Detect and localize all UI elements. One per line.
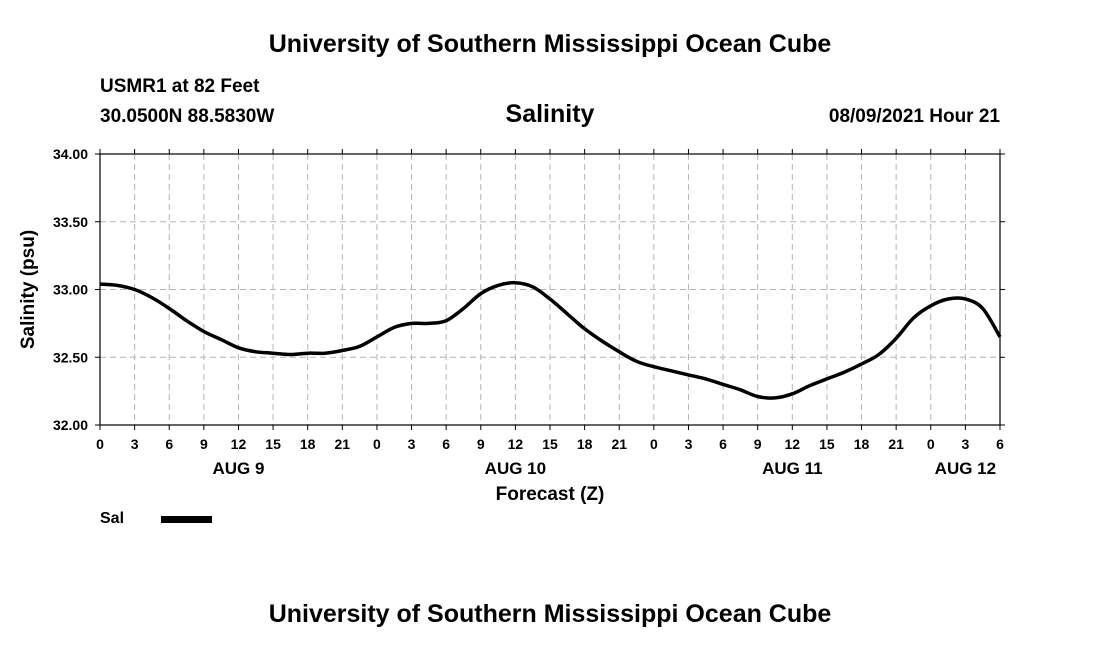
chart-grid <box>100 154 1000 425</box>
chart-series <box>99 280 1002 400</box>
x-tick-label: 21 <box>335 436 351 452</box>
x-tick-label: 18 <box>854 436 870 452</box>
x-tick-label: 12 <box>508 436 524 452</box>
x-tick-label: 6 <box>442 436 450 452</box>
x-tick-label: 9 <box>477 436 485 452</box>
chart-header-title: University of Southern Mississippi Ocean… <box>268 30 832 58</box>
series-line-salinity <box>99 280 1002 400</box>
chart-footer-title: University of Southern Mississippi Ocean… <box>268 600 832 628</box>
forecast-timestamp: 08/09/2021 Hour 21 <box>828 106 1000 127</box>
x-tick-label: 3 <box>961 436 969 452</box>
station-coordinates: 30.0500N 88.5830W <box>100 106 275 127</box>
x-tick-label: 0 <box>373 436 381 452</box>
x-tick-label: 3 <box>131 436 139 452</box>
station-label: USMR1 at 82 Feet <box>100 76 260 97</box>
date-label: AUG 12 <box>935 459 996 478</box>
x-tick-label: 15 <box>819 436 835 452</box>
x-tick-label: 0 <box>927 436 935 452</box>
x-tick-label: 6 <box>165 436 173 452</box>
x-tick-label: 6 <box>719 436 727 452</box>
x-tick-label: 18 <box>577 436 593 452</box>
y-tick-label: 32.50 <box>53 349 88 365</box>
y-tick-label: 33.00 <box>53 282 88 298</box>
plot-frame <box>99 153 1001 426</box>
x-tick-label: 9 <box>754 436 762 452</box>
x-tick-label: 15 <box>542 436 558 452</box>
x-axis-label: Forecast (Z) <box>496 484 605 505</box>
date-label: AUG 9 <box>212 459 264 478</box>
date-label: AUG 11 <box>762 459 822 478</box>
y-tick-label: 33.50 <box>53 214 88 230</box>
x-tick-label: 3 <box>408 436 416 452</box>
x-tick-label: 12 <box>785 436 801 452</box>
legend-label: Sal <box>100 510 125 527</box>
y-axis-label: Salinity (psu) <box>18 230 39 349</box>
x-tick-label: 6 <box>996 436 1004 452</box>
x-tick-label: 12 <box>231 436 247 452</box>
chart-title: Salinity <box>505 100 595 128</box>
legend-swatch <box>161 516 212 523</box>
x-tick-label: 15 <box>265 436 281 452</box>
x-tick-label: 0 <box>650 436 658 452</box>
y-tick-label: 32.00 <box>53 417 88 433</box>
x-tick-label: 21 <box>611 436 627 452</box>
x-tick-label: 18 <box>300 436 316 452</box>
x-tick-label: 3 <box>685 436 693 452</box>
x-tick-label: 0 <box>96 436 104 452</box>
x-tick-label: 21 <box>888 436 904 452</box>
chart-axes: 0 3 6 9 12 15 18 21 0 3 6 9 12 15 18 21 0 3 6 9 12 15 18 21 0 3 6 3… <box>18 146 1005 505</box>
date-label: AUG 10 <box>485 459 546 478</box>
y-tick-label: 34.00 <box>53 146 88 162</box>
x-tick-label: 9 <box>200 436 208 452</box>
